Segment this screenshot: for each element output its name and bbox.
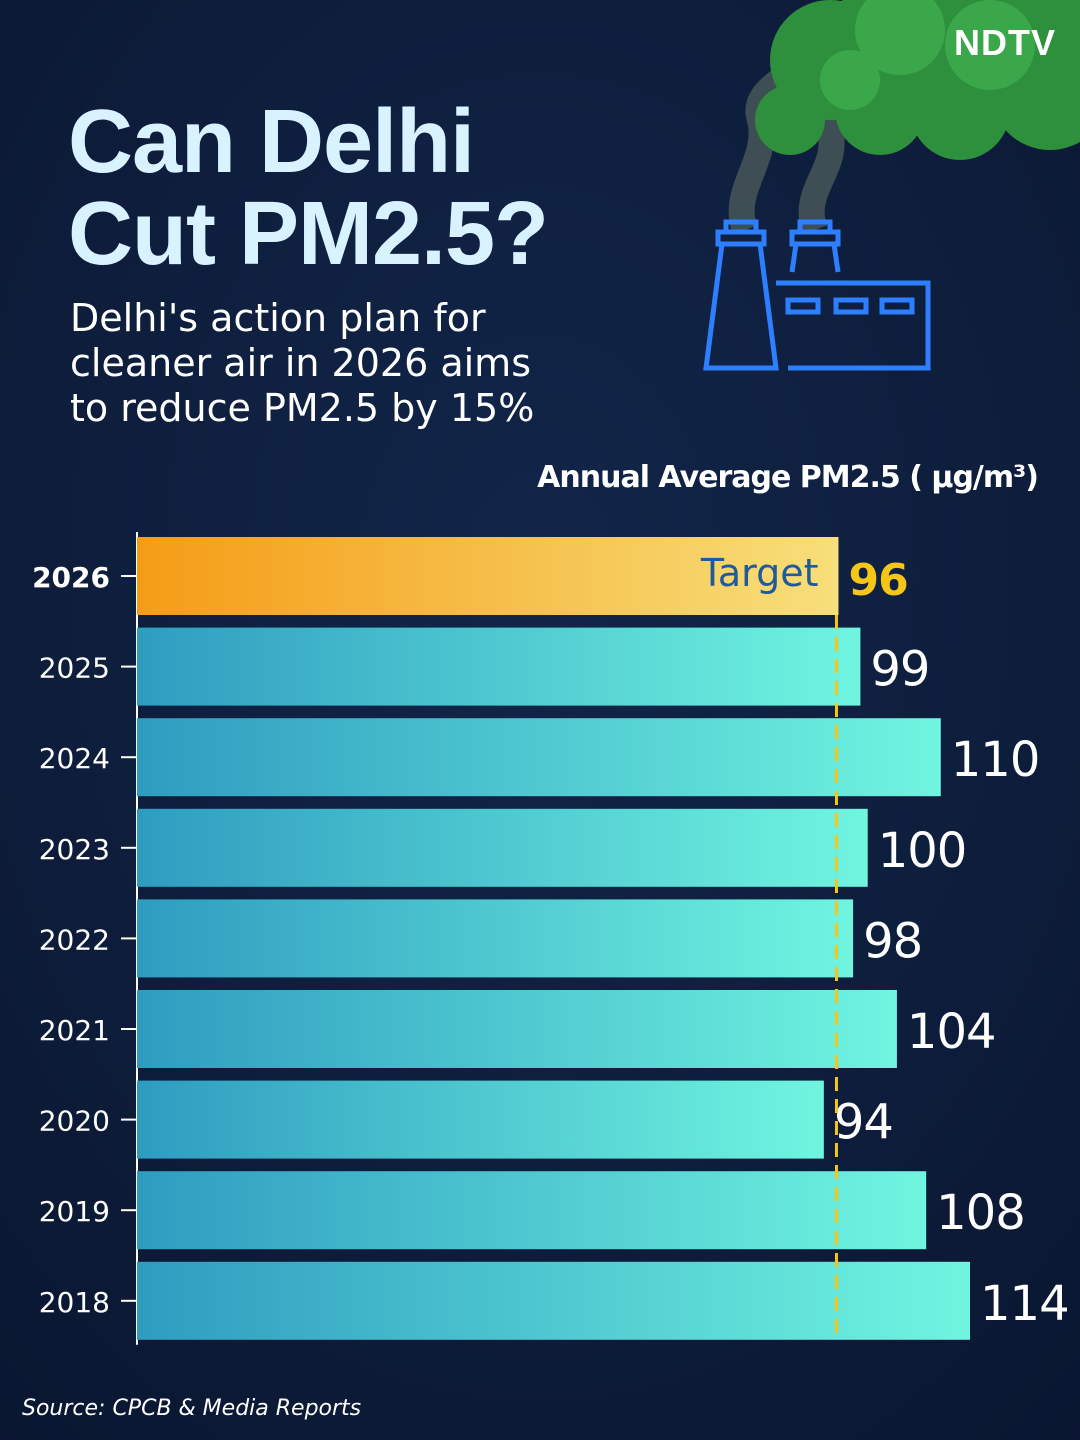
value-label: 114 [980,1276,1069,1332]
chart-subtitle: Delhi's action plan for cleaner air in 2… [70,296,535,430]
value-label: 96 [848,555,907,606]
y-tick-label: 2026 [32,561,110,594]
y-tick-label: 2020 [39,1105,110,1138]
y-tick-label: 2022 [39,923,110,956]
y-tick-label: 2021 [39,1014,110,1047]
bar [137,1171,927,1250]
brand-logo: NDTV [954,22,1056,63]
bar [137,627,861,706]
value-label: 104 [907,1004,996,1060]
value-label: 100 [878,823,967,879]
source-note: Source: CPCB & Media Reports [22,1396,362,1421]
chart-title: Can Delhi Cut PM2.5? [68,92,549,284]
value-label: 98 [863,913,922,969]
y-tick-label: 2024 [39,742,110,775]
y-tick-label: 2018 [39,1286,110,1319]
bar [137,718,941,797]
value-label: 110 [951,732,1040,788]
bar [137,1080,824,1159]
value-label: 108 [936,1185,1025,1241]
bar [137,1261,970,1340]
y-tick-label: 2025 [39,652,110,685]
factory-icon [703,219,931,371]
bar [137,808,868,887]
smoke-cloud [728,0,1080,235]
y-tick-label: 2019 [39,1195,110,1228]
bar [137,537,839,615]
value-label: 94 [834,1095,893,1151]
axis-label: Annual Average PM2.5 ( μg/m³) [537,460,1039,495]
bar [137,990,897,1068]
bar [137,899,854,978]
annotation: Target [700,551,819,595]
value-label: 99 [870,642,929,698]
y-tick-label: 2023 [39,833,110,866]
